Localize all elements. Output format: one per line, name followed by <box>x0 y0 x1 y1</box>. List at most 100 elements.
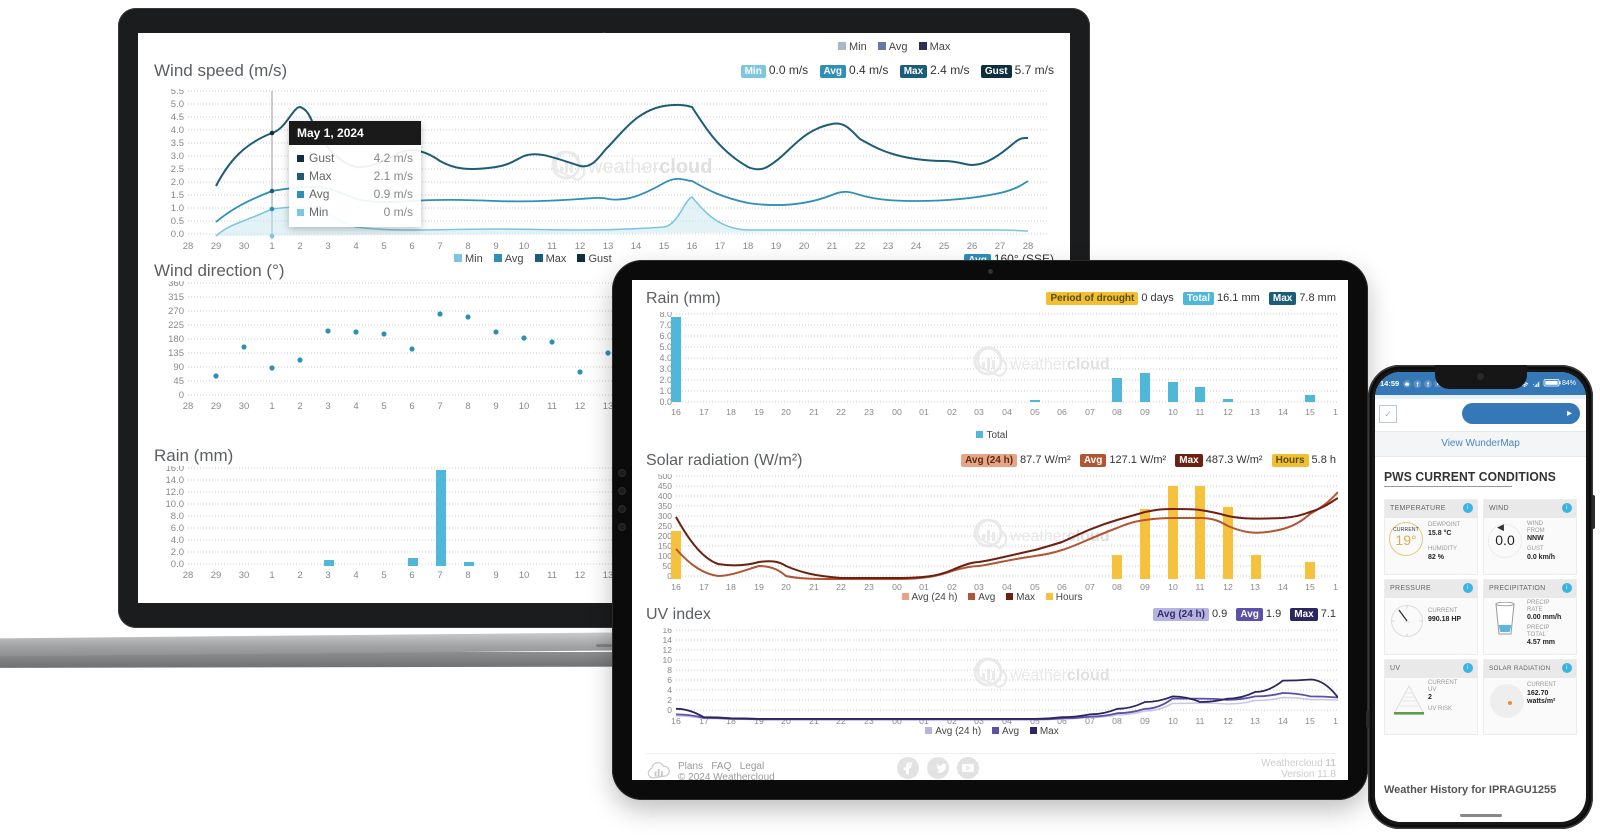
svg-text:8.0: 8.0 <box>659 312 672 319</box>
svg-text:22: 22 <box>836 582 846 592</box>
svg-text:0: 0 <box>179 390 184 401</box>
svg-text:10: 10 <box>519 570 530 581</box>
svg-text:4: 4 <box>667 685 672 695</box>
svg-text:6.0: 6.0 <box>659 331 672 341</box>
svg-text:00: 00 <box>892 582 902 592</box>
svg-text:2: 2 <box>297 241 302 252</box>
svg-text:7.0: 7.0 <box>659 320 672 330</box>
svg-text:1: 1 <box>269 570 274 581</box>
svg-text:01: 01 <box>919 716 929 726</box>
svg-text:6: 6 <box>409 570 414 581</box>
svg-text:weathercloud: weathercloud <box>1009 667 1110 684</box>
svg-text:04: 04 <box>1002 716 1012 726</box>
svg-text:25: 25 <box>939 241 950 252</box>
svg-text:250: 250 <box>658 521 672 531</box>
svg-text:8: 8 <box>465 241 470 252</box>
svg-text:09: 09 <box>1140 407 1150 417</box>
svg-text:02: 02 <box>947 582 957 592</box>
svg-text:11: 11 <box>1195 582 1204 592</box>
svg-text:225: 225 <box>168 320 184 331</box>
svg-text:26: 26 <box>967 241 978 252</box>
svg-text:15: 15 <box>1305 716 1315 726</box>
svg-text:11: 11 <box>547 401 557 412</box>
svg-text:1: 1 <box>269 241 274 252</box>
svg-text:11: 11 <box>547 570 557 581</box>
svg-text:23: 23 <box>883 241 894 252</box>
svg-text:06: 06 <box>1057 407 1067 417</box>
svg-text:3: 3 <box>325 570 330 581</box>
svg-text:50: 50 <box>663 561 673 571</box>
svg-text:28: 28 <box>183 401 194 412</box>
svg-text:315: 315 <box>168 292 184 303</box>
svg-text:150: 150 <box>658 541 672 551</box>
svg-text:4: 4 <box>353 241 358 252</box>
svg-text:5.0: 5.0 <box>171 99 184 110</box>
svg-text:29: 29 <box>211 401 222 412</box>
svg-text:28: 28 <box>1023 241 1034 252</box>
svg-text:22: 22 <box>836 407 846 417</box>
svg-text:29: 29 <box>211 570 222 581</box>
svg-text:12: 12 <box>1223 582 1233 592</box>
svg-text:0.0: 0.0 <box>659 397 672 407</box>
svg-text:8: 8 <box>465 570 470 581</box>
svg-text:21: 21 <box>809 582 819 592</box>
svg-text:8: 8 <box>465 401 470 412</box>
svg-text:21: 21 <box>809 407 819 417</box>
svg-text:7: 7 <box>437 241 442 252</box>
svg-text:4.0: 4.0 <box>171 125 184 136</box>
svg-text:16.0: 16.0 <box>166 466 185 474</box>
svg-text:12: 12 <box>663 645 673 655</box>
svg-text:17: 17 <box>699 407 709 417</box>
svg-text:100: 100 <box>658 551 672 561</box>
svg-text:weathercloud: weathercloud <box>1009 356 1110 373</box>
svg-text:5: 5 <box>381 241 386 252</box>
svg-text:4.5: 4.5 <box>171 112 184 123</box>
svg-text:21: 21 <box>827 241 838 252</box>
svg-text:23: 23 <box>864 716 874 726</box>
svg-text:0.0: 0.0 <box>171 229 184 240</box>
svg-text:29: 29 <box>211 241 222 252</box>
svg-text:4: 4 <box>353 401 358 412</box>
svg-text:7: 7 <box>437 570 442 581</box>
svg-text:09: 09 <box>1140 582 1150 592</box>
svg-text:500: 500 <box>658 474 672 481</box>
svg-text:2.0: 2.0 <box>171 177 184 188</box>
svg-text:45: 45 <box>173 376 184 387</box>
svg-text:8: 8 <box>667 665 672 675</box>
svg-text:84%: 84% <box>1562 380 1576 387</box>
svg-text:15: 15 <box>659 241 670 252</box>
svg-text:11: 11 <box>1195 716 1204 726</box>
svg-text:3.0: 3.0 <box>659 364 672 374</box>
svg-text:6.0: 6.0 <box>171 523 184 534</box>
svg-text:14: 14 <box>663 635 673 645</box>
svg-text:17: 17 <box>699 582 709 592</box>
svg-text:05: 05 <box>1030 407 1040 417</box>
svg-text:30: 30 <box>239 241 250 252</box>
svg-text:3: 3 <box>325 401 330 412</box>
svg-text:12.0: 12.0 <box>166 487 185 498</box>
svg-text:6: 6 <box>667 675 672 685</box>
svg-text:20: 20 <box>781 582 791 592</box>
svg-text:350: 350 <box>658 501 672 511</box>
svg-text:200: 200 <box>658 531 672 541</box>
svg-text:19: 19 <box>754 407 764 417</box>
svg-text:9: 9 <box>493 401 498 412</box>
svg-text:14: 14 <box>1278 582 1288 592</box>
svg-text:08: 08 <box>1112 582 1122 592</box>
svg-text:5: 5 <box>381 570 386 581</box>
svg-text:03: 03 <box>974 716 984 726</box>
svg-text:01: 01 <box>919 407 929 417</box>
svg-text:04: 04 <box>1002 407 1012 417</box>
svg-text:12: 12 <box>1223 716 1233 726</box>
svg-text:6: 6 <box>409 241 414 252</box>
svg-text:16: 16 <box>671 407 681 417</box>
svg-text:30: 30 <box>239 401 250 412</box>
svg-text:17: 17 <box>715 241 726 252</box>
svg-text:180: 180 <box>168 334 184 345</box>
svg-text:16: 16 <box>687 241 698 252</box>
svg-text:19: 19 <box>754 716 764 726</box>
svg-text:13: 13 <box>1250 582 1260 592</box>
svg-text:16: 16 <box>671 582 681 592</box>
svg-text:10: 10 <box>1168 582 1178 592</box>
svg-text:16: 16 <box>671 716 681 726</box>
